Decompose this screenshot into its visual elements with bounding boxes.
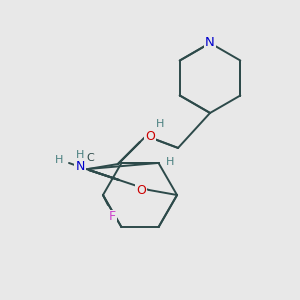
Text: N: N [75,160,85,173]
Text: O: O [145,130,155,142]
Text: N: N [205,37,215,50]
Text: C: C [86,153,94,163]
Text: O: O [136,184,146,196]
Text: F: F [108,211,116,224]
Text: H: H [166,157,174,167]
Text: H: H [76,150,84,160]
Text: H: H [156,119,164,129]
Text: H: H [55,155,63,165]
